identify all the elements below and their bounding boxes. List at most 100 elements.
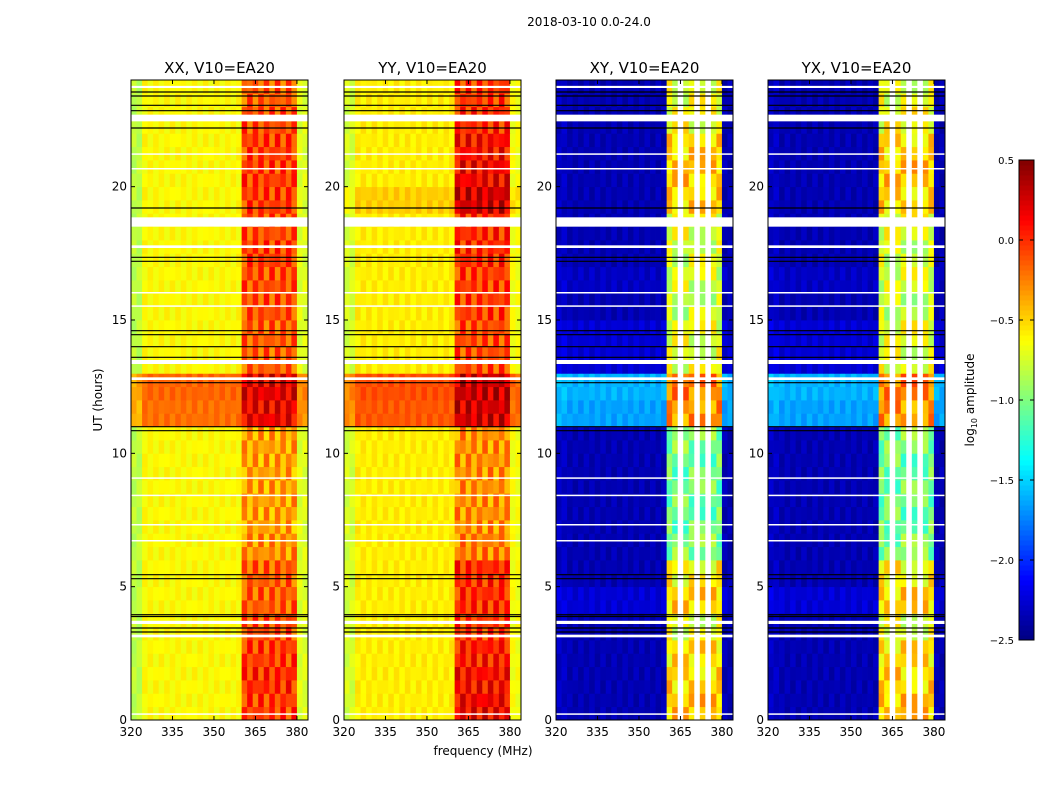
heatmap-cell — [466, 667, 472, 681]
heatmap-cell — [499, 627, 505, 641]
heatmap-cell — [678, 400, 684, 414]
heatmap-cell — [672, 400, 678, 414]
heatmap-cell — [225, 440, 231, 454]
heatmap-cell — [421, 120, 427, 134]
heatmap-cell — [236, 173, 242, 187]
heatmap-cell — [611, 560, 617, 574]
heatmap-cell — [427, 413, 433, 427]
heatmap-cell — [192, 613, 198, 627]
heatmap-cell — [466, 187, 472, 201]
heatmap-cell — [455, 307, 461, 321]
heatmap-cell — [372, 280, 378, 294]
heatmap-cell — [186, 333, 192, 347]
heatmap-cell — [203, 520, 209, 534]
heatmap-cell — [656, 587, 662, 601]
heatmap-cell — [433, 373, 439, 387]
heatmap-cell — [622, 253, 628, 267]
heatmap-cell — [562, 653, 568, 667]
heatmap-cell — [622, 173, 628, 187]
heatmap-cell — [427, 400, 433, 414]
heatmap-cell — [208, 333, 214, 347]
heatmap-cell — [208, 320, 214, 334]
heatmap-cell — [372, 160, 378, 174]
heatmap-cell — [291, 173, 297, 187]
heatmap-cell — [416, 587, 422, 601]
heatmap-cell — [225, 227, 231, 241]
y-axis-label: UT (hours) — [91, 368, 105, 431]
heatmap-cell — [170, 507, 176, 521]
heatmap-cell — [884, 693, 890, 707]
heatmap-cell — [275, 347, 281, 361]
heatmap-cell — [203, 373, 209, 387]
heatmap-cell — [383, 627, 389, 641]
heatmap-cell — [383, 120, 389, 134]
heatmap-cell — [242, 560, 248, 574]
heatmap-cell — [137, 667, 143, 681]
heatmap-cell — [493, 640, 499, 654]
heatmap-cell — [689, 693, 695, 707]
heatmap-cell — [344, 227, 350, 241]
heatmap-cell — [493, 227, 499, 241]
heatmap-cell — [383, 160, 389, 174]
heatmap-cell — [617, 173, 623, 187]
heatmap-cell — [175, 600, 181, 614]
flagged-time-band — [556, 86, 733, 88]
heatmap-cell — [394, 507, 400, 521]
heatmap-cell — [672, 133, 678, 147]
heatmap-cell — [394, 693, 400, 707]
heatmap-cell — [689, 333, 695, 347]
heatmap-cell — [181, 520, 187, 534]
heatmap-cell — [716, 173, 722, 187]
heatmap-cell — [694, 427, 700, 441]
heatmap-cell — [499, 600, 505, 614]
heatmap-cell — [488, 133, 494, 147]
heatmap-cell — [399, 227, 405, 241]
heatmap-cell — [678, 133, 684, 147]
heatmap-cell — [562, 227, 568, 241]
heatmap-cell — [181, 120, 187, 134]
heatmap-cell — [175, 120, 181, 134]
heatmap-cell — [683, 440, 689, 454]
heatmap-cell — [433, 347, 439, 361]
heatmap-cell — [705, 520, 711, 534]
heatmap-cell — [253, 507, 259, 521]
y-tick-label: 5 — [544, 580, 552, 594]
heatmap-cell — [510, 320, 516, 334]
heatmap-cell — [388, 227, 394, 241]
heatmap-cell — [153, 520, 159, 534]
heatmap-cell — [645, 613, 651, 627]
heatmap-cell — [851, 667, 857, 681]
heatmap-cell — [705, 307, 711, 321]
heatmap-cell — [711, 587, 717, 601]
heatmap-cell — [208, 640, 214, 654]
heatmap-cell — [142, 267, 148, 281]
heatmap-cell — [399, 400, 405, 414]
heatmap-cell — [504, 173, 510, 187]
heatmap-cell — [269, 160, 275, 174]
heatmap-cell — [175, 387, 181, 401]
heatmap-cell — [716, 200, 722, 214]
heatmap-cell — [269, 320, 275, 334]
flagged-time-band — [131, 305, 308, 307]
heatmap-cell — [661, 347, 667, 361]
heatmap-cell — [286, 280, 292, 294]
heatmap-cell — [383, 227, 389, 241]
heatmap-cell — [291, 680, 297, 694]
heatmap-cell — [253, 253, 259, 267]
heatmap-cell — [253, 133, 259, 147]
heatmap-cell — [291, 573, 297, 587]
heatmap-cell — [231, 653, 237, 667]
heatmap-cell — [488, 653, 494, 667]
heatmap-cell — [622, 160, 628, 174]
flagged-time-band — [556, 635, 733, 638]
heatmap-cell — [785, 693, 791, 707]
heatmap-cell — [678, 653, 684, 667]
heatmap-cell — [722, 587, 728, 601]
heatmap-cell — [617, 413, 623, 427]
heatmap-cell — [829, 667, 835, 681]
heatmap-cell — [361, 507, 367, 521]
heatmap-cell — [482, 320, 488, 334]
heatmap-cell — [639, 387, 645, 401]
heatmap-cell — [192, 373, 198, 387]
heatmap-cell — [672, 333, 678, 347]
